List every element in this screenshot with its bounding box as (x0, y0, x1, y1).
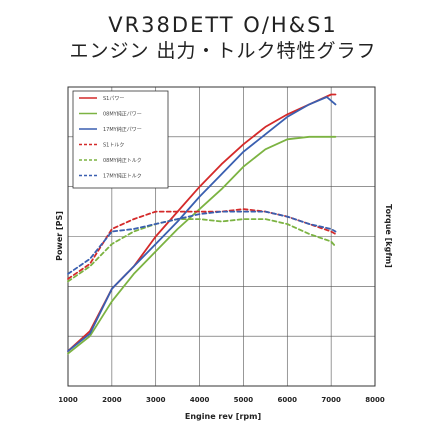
x-tick-label: 5000 (234, 396, 254, 404)
series-line-3 (67, 96, 337, 353)
series-line-6 (67, 210, 337, 275)
legend-label-4: S1トルク (103, 142, 124, 148)
x-tick-label: 4000 (190, 396, 210, 404)
series-layer (67, 93, 337, 355)
legend-label-5: 08MY純正トルク (103, 157, 142, 164)
series-line-2 (67, 135, 337, 355)
plot-frame (67, 86, 376, 387)
x-tick-label: 7000 (321, 396, 341, 404)
chart-subtitle: エンジン 出力・トルク特性グラフ (69, 40, 377, 62)
x-tick-label: 6000 (278, 396, 298, 404)
x-axis-label: Engine rev [rpm] (185, 412, 261, 421)
legend-label-6: 17MY純正トルク (103, 172, 142, 179)
chart-title: VR38DETT O/H&S1 (108, 13, 338, 37)
series-line-5 (67, 218, 337, 283)
x-tick-label: 3000 (146, 396, 166, 404)
legend-box (72, 90, 169, 189)
x-tick-label: 1000 (58, 396, 78, 404)
x-tick-label: 8000 (365, 396, 385, 404)
x-tick-label: 2000 (102, 396, 122, 404)
legend-label-3: 17MY純正パワー (103, 126, 142, 133)
legend-label-2: 08MY純正パワー (103, 110, 142, 117)
legend-label-1: S1パワー (103, 96, 124, 102)
legend: S1パワー 08MY純正パワー 17MY純正パワー S1トルク 08MY純正トルク 17M… (72, 90, 169, 189)
x-tick-labels: 1000 2000 3000 4000 5000 6000 7000 8000 (58, 396, 385, 404)
left-axis-label: Power [PS] (55, 211, 64, 261)
right-axis-label: Torque [kgfm] (384, 204, 393, 268)
